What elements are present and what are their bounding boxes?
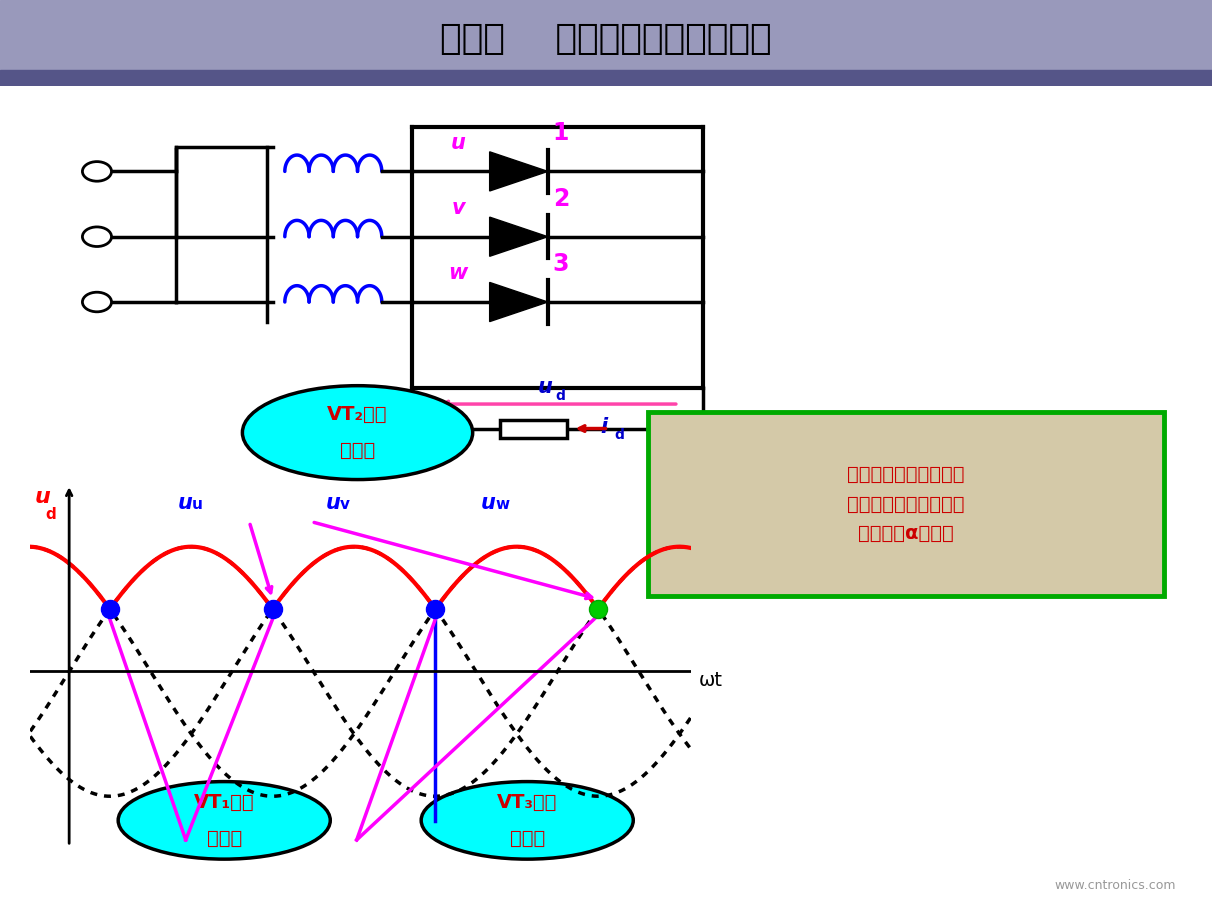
Text: 角起点: 角起点	[206, 829, 242, 848]
Ellipse shape	[242, 386, 473, 480]
Text: u: u	[191, 497, 202, 512]
Text: w: w	[494, 497, 509, 512]
Text: w: w	[448, 263, 468, 283]
Text: VT₂控制: VT₂控制	[327, 405, 388, 424]
Text: www.cntronics.com: www.cntronics.com	[1054, 879, 1176, 892]
Polygon shape	[490, 152, 548, 191]
Text: ωt: ωt	[698, 671, 722, 690]
Text: d: d	[614, 428, 624, 442]
Text: 3: 3	[553, 252, 570, 276]
Text: 角起点: 角起点	[509, 829, 545, 848]
Text: 不可控整流电路的自然
换相点就是可控整流电
路控制角α的起点: 不可控整流电路的自然 换相点就是可控整流电 路控制角α的起点	[847, 465, 965, 543]
Text: v: v	[451, 198, 465, 218]
FancyBboxPatch shape	[648, 412, 1164, 596]
Ellipse shape	[119, 782, 330, 859]
Text: d: d	[555, 389, 565, 403]
Text: u: u	[326, 493, 341, 513]
Text: 角起点: 角起点	[339, 441, 376, 460]
Text: VT₁控制: VT₁控制	[194, 793, 255, 812]
Text: i: i	[600, 417, 607, 437]
Circle shape	[82, 227, 112, 246]
Circle shape	[82, 292, 112, 312]
Text: u: u	[538, 377, 553, 398]
Text: R: R	[454, 417, 470, 437]
Polygon shape	[490, 217, 548, 256]
Text: u: u	[451, 133, 465, 152]
Text: u: u	[178, 493, 193, 513]
Circle shape	[82, 161, 112, 181]
Text: 1: 1	[553, 122, 570, 145]
Text: u: u	[481, 493, 496, 513]
Polygon shape	[490, 282, 548, 322]
Text: u: u	[34, 487, 50, 507]
Bar	[499, 419, 567, 437]
Text: 第一节    三相半波可控整流电路: 第一节 三相半波可控整流电路	[440, 22, 772, 56]
Ellipse shape	[422, 782, 633, 859]
Bar	[0, 70, 1212, 86]
Text: v: v	[339, 497, 349, 512]
Text: 2: 2	[553, 187, 570, 211]
Text: d: d	[46, 507, 57, 522]
Text: VT₃控制: VT₃控制	[497, 793, 558, 812]
